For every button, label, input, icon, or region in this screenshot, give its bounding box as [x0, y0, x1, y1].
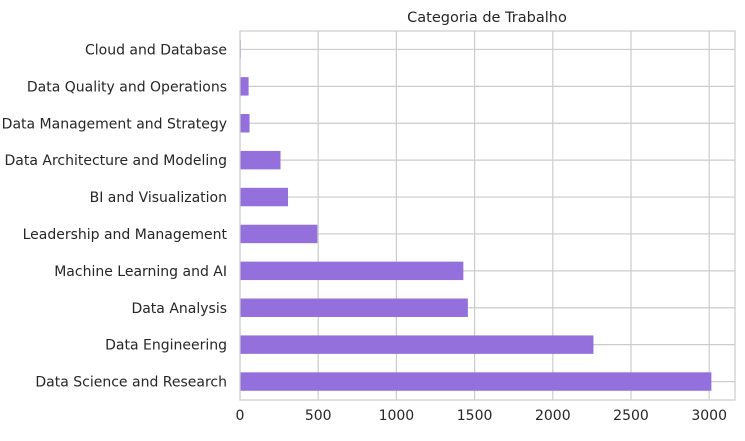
- x-tick-label: 2000: [535, 408, 571, 424]
- bar: [240, 372, 712, 391]
- y-tick-label: Leadership and Management: [23, 227, 228, 243]
- y-tick-label: Data Science and Research: [35, 375, 227, 391]
- y-tick-label: Data Management and Strategy: [2, 116, 227, 132]
- x-tick-label: 2500: [613, 408, 649, 424]
- bar: [240, 77, 249, 96]
- axes-frame: [239, 30, 736, 401]
- x-tick-label: 1000: [379, 408, 415, 424]
- y-tick-label: Data Analysis: [131, 301, 227, 317]
- x-tick-labels: 0 500 1000 1500 2000 2500 3000: [236, 408, 727, 424]
- y-tick-label: Cloud and Database: [85, 42, 227, 58]
- bar: [240, 335, 594, 354]
- x-tick-label: 500: [305, 408, 332, 424]
- plot-frame: [239, 30, 736, 401]
- bar: [240, 224, 318, 244]
- bar: [240, 298, 468, 317]
- bars: [240, 40, 712, 391]
- x-tick-label: 0: [236, 408, 245, 424]
- bar: [240, 261, 464, 281]
- x-tick-label: 1500: [457, 408, 493, 424]
- y-tick-label: Data Quality and Operations: [27, 79, 227, 95]
- x-tick-label: 3000: [691, 408, 727, 424]
- bar: [240, 187, 289, 207]
- bar: [240, 150, 281, 170]
- y-tick-label: Data Engineering: [105, 338, 227, 354]
- chart-title: Categoria de Trabalho: [407, 10, 567, 26]
- y-tick-label: Machine Learning and AI: [54, 264, 227, 280]
- y-tick-label: Data Architecture and Modeling: [4, 153, 227, 169]
- bar: [240, 114, 250, 133]
- y-tick-label: BI and Visualization: [90, 190, 227, 206]
- y-tick-labels: Data Science and Research Data Engineerin…: [2, 42, 228, 390]
